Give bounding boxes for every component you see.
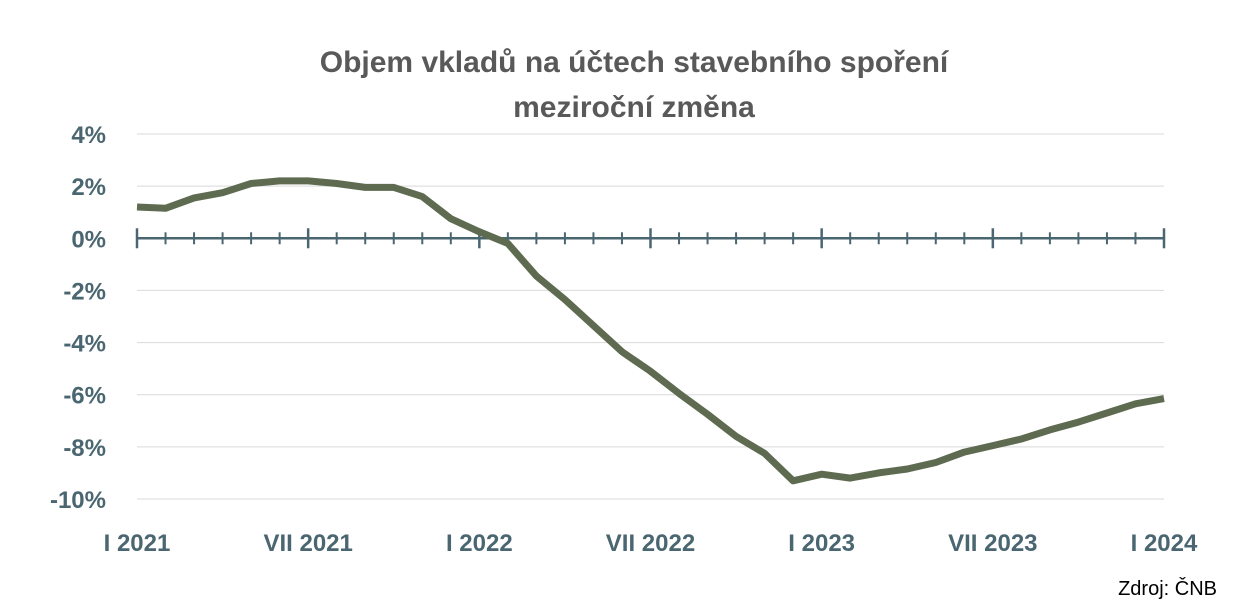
chart-subtitle: meziroční změna [513, 91, 755, 124]
y-tick-label: -8% [63, 435, 106, 462]
y-tick-label: 4% [71, 122, 106, 149]
chart-title: Objem vkladů na účtech stavebního spořen… [320, 46, 950, 79]
x-tick-label: I 2021 [104, 530, 171, 557]
y-tick-label: 0% [71, 226, 106, 253]
x-tick-label: VII 2023 [948, 530, 1037, 557]
x-axis-tick-labels: I 2021 VII 2021 I 2022 VII 2022 I 2023 VII 20… [104, 530, 1198, 557]
y-tick-label: -6% [63, 383, 106, 410]
x-tick-label: I 2022 [446, 530, 513, 557]
y-tick-label: -10% [50, 487, 106, 514]
series-line [136, 177, 1165, 485]
x-tick-label: I 2024 [1131, 530, 1198, 557]
gridlines [137, 133, 1164, 500]
x-tick-label: VII 2021 [263, 530, 352, 557]
x-axis [135, 228, 1166, 249]
y-axis-tick-labels: 4% 2% 0% -2% -4% -6% -8% -10% [50, 122, 106, 514]
y-tick-label: -2% [63, 278, 106, 305]
series-layer [136, 177, 1165, 485]
y-tick-label: 2% [71, 174, 106, 201]
x-tick-label: VII 2022 [606, 530, 695, 557]
x-tick-label: I 2023 [788, 530, 855, 557]
source-note: Zdroj: ČNB [1118, 577, 1217, 600]
y-tick-label: -4% [63, 331, 106, 358]
